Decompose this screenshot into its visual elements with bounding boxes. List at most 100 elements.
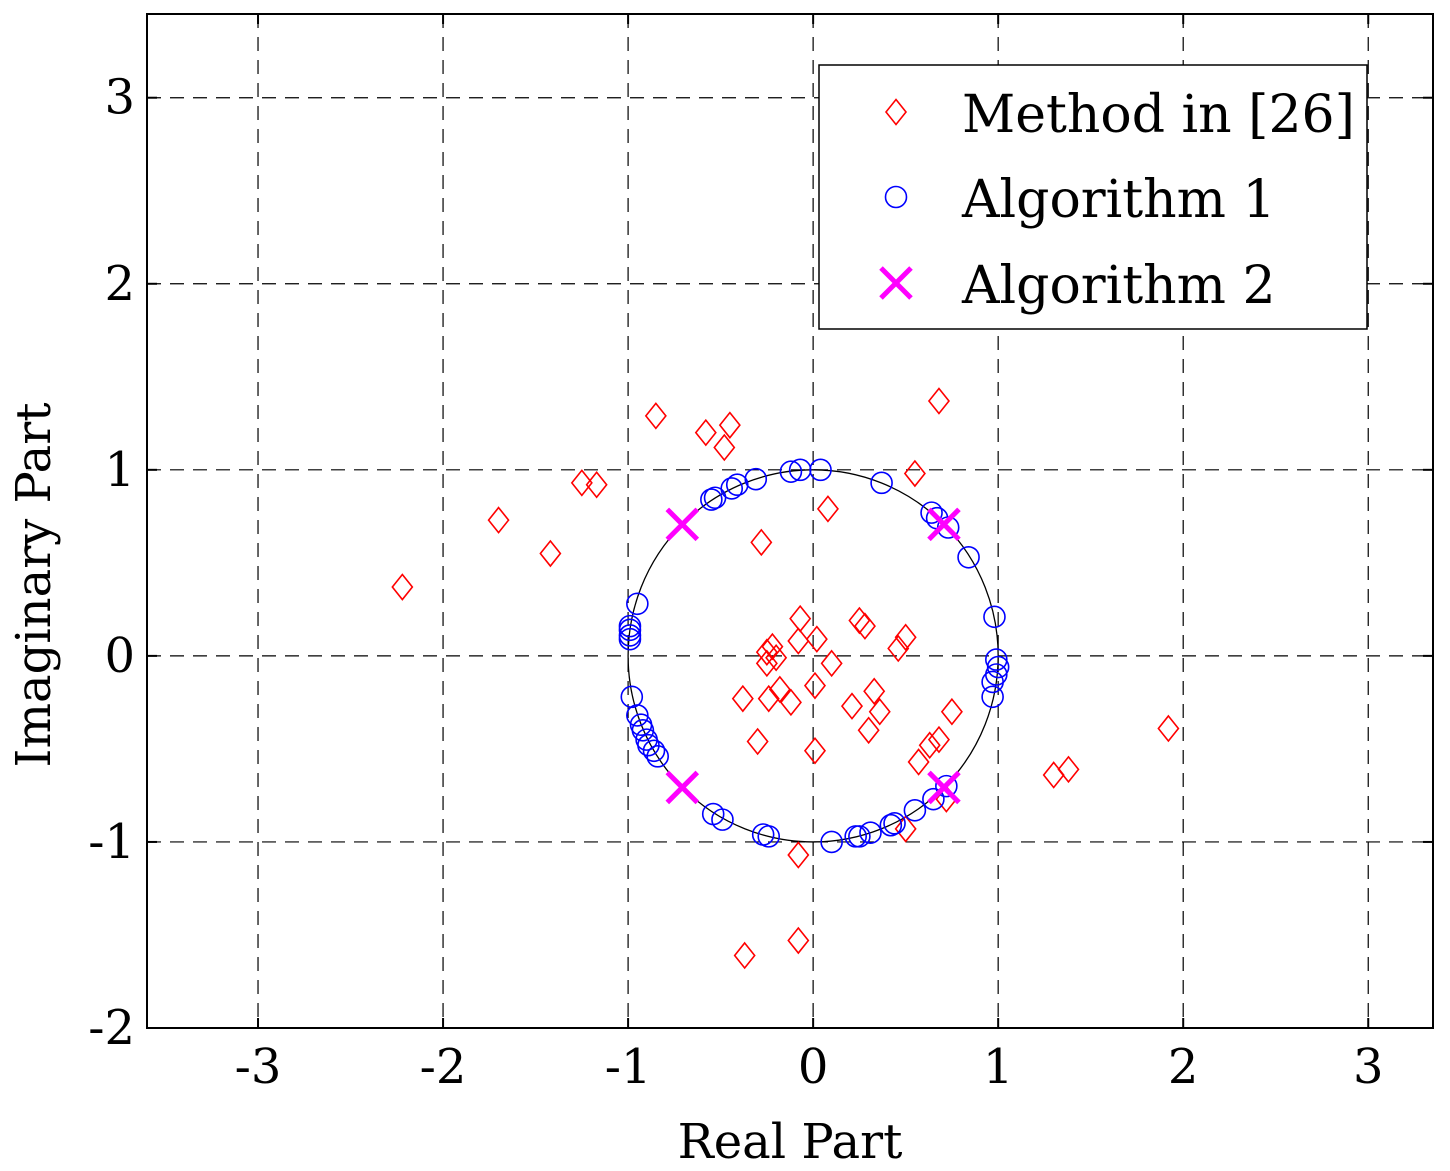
method-26-point [1057, 755, 1080, 784]
x-axis-label: Real Part [678, 1114, 903, 1170]
legend-marker-circle [884, 185, 908, 209]
algorithm-1-point [903, 799, 927, 822]
axis-ticks: -3 -2 -1 0 1 2 3 -2 -1 0 1 2 3 [88, 14, 1433, 1095]
y-tick-label: -2 [88, 1000, 135, 1056]
method-26-point [927, 725, 950, 754]
legend-label: Algorithm 1 [961, 170, 1276, 230]
algorithm-1-point [883, 812, 906, 835]
algorithm-2-point [665, 770, 700, 805]
method-26-point [840, 692, 864, 720]
method-26-point [539, 539, 562, 568]
algorithm-1-point [620, 685, 644, 709]
x-tick-label: 3 [1353, 1039, 1384, 1095]
method-26-point [927, 387, 950, 415]
legend-label: Method in [26] [962, 85, 1355, 145]
y-tick-label: 3 [104, 70, 135, 126]
algorithm-1-point [879, 813, 903, 837]
algorithm-2-point [665, 507, 700, 542]
y-tick-label: 0 [104, 628, 135, 684]
algorithm-1-point [981, 670, 1004, 694]
algorithm-1-point [751, 823, 775, 846]
y-tick-label: 2 [104, 256, 135, 312]
y-axis-label: Imaginary Part [6, 402, 62, 767]
algorithm-1-point [642, 739, 666, 763]
method-26-point [803, 736, 827, 765]
method-26-point [733, 941, 756, 970]
algorithm-1-point [922, 787, 945, 811]
x-tick-label: -3 [235, 1039, 282, 1095]
method-26-point [789, 604, 812, 633]
algorithm-1-point [985, 648, 1008, 671]
method-26-point [857, 716, 880, 745]
method-26-point [907, 748, 930, 776]
series-circle [618, 458, 1010, 854]
method-26-point [894, 815, 917, 843]
method-26-point [903, 459, 926, 488]
algorithm-1-point [720, 477, 744, 500]
method-26-point [768, 675, 791, 704]
method-26-point [918, 731, 941, 759]
method-26-point [1157, 714, 1180, 743]
algorithm-1-point [844, 825, 867, 848]
method-26-point [585, 470, 608, 499]
legend: Method in [26] Algorithm 1 Algorithm 2 [818, 64, 1368, 330]
method-26-point [787, 841, 810, 869]
algorithm-1-point [986, 655, 1010, 679]
method-26-point [765, 643, 788, 672]
x-tick-label: -2 [420, 1039, 467, 1095]
method-26-point [779, 688, 802, 717]
algorithm-1-point [618, 614, 642, 638]
x-tick-label: -1 [605, 1039, 652, 1095]
x-tick-label: 2 [1168, 1039, 1199, 1095]
algorithm-1-point [957, 545, 980, 569]
method-26-point [820, 649, 843, 678]
x-tick-label: 0 [798, 1039, 829, 1095]
series-x [665, 507, 961, 805]
plot-area-frame [146, 13, 1434, 1029]
algorithm-1-point [920, 501, 943, 524]
legend-label: Algorithm 2 [961, 256, 1276, 316]
algorithm-2-point [927, 507, 961, 542]
method-26-point [644, 402, 667, 430]
method-26-point [803, 671, 827, 700]
method-26-point [887, 634, 910, 663]
method-26-point [391, 573, 414, 601]
method-26-point [731, 684, 754, 713]
method-26-point [755, 649, 778, 678]
method-26-point [894, 623, 917, 652]
algorithm-1-point [981, 685, 1004, 709]
legend-marker-diamond [884, 98, 908, 126]
method-26-point [570, 469, 593, 497]
algorithm-1-point [859, 821, 882, 844]
algorithm-1-point [870, 471, 893, 495]
method-26-point [940, 697, 963, 726]
algorithm-1-point [626, 592, 649, 616]
algorithm-1-point [701, 802, 725, 826]
method-26-point [787, 926, 810, 955]
algorithm-1-point [935, 774, 958, 798]
series-diamond [391, 387, 1180, 970]
method-26-point [761, 632, 784, 661]
algorithm-1-point [820, 830, 843, 854]
method-26-point [805, 625, 828, 653]
method-26-point [750, 528, 773, 557]
algorithm-1-point [744, 467, 768, 491]
method-26-point [853, 612, 876, 640]
method-26-point [757, 684, 780, 713]
algorithm-1-point [809, 458, 832, 482]
x-tick-label: 1 [983, 1039, 1014, 1095]
algorithm-1-point [700, 488, 723, 511]
method-26-point [746, 727, 769, 756]
legend-box [818, 64, 1368, 330]
method-26-point [718, 411, 741, 439]
data-marks [391, 387, 1180, 970]
y-tick-label: 1 [104, 442, 135, 498]
method-26-point [848, 606, 871, 635]
method-26-point [713, 433, 736, 462]
algorithm-2-point [927, 770, 961, 805]
y-tick-label: -1 [88, 814, 135, 870]
legend-marker-x [879, 266, 913, 300]
method-26-point [694, 418, 717, 447]
method-26-point [863, 677, 886, 706]
